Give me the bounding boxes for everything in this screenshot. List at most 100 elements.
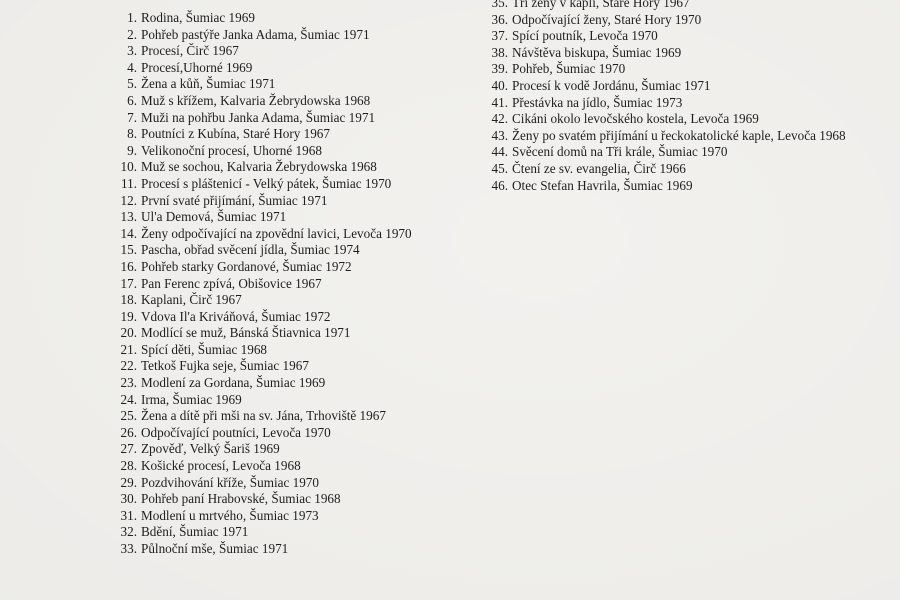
- item-caption: Kaplani, Čirč 1967: [141, 292, 242, 308]
- item-caption: Pascha, obřad svěcení jídla, Šumiac 1974: [141, 242, 360, 258]
- list-item: 28. Košické procesí, Levoča 1968: [113, 458, 412, 475]
- item-number: 40.: [491, 77, 508, 93]
- list-item: 27. Zpověď, Velký Šariš 1969: [113, 441, 412, 458]
- item-number: 21.: [120, 341, 137, 357]
- item-number: 9.: [127, 142, 137, 158]
- item-number: 26.: [120, 424, 137, 440]
- item-caption: Tetkoš Fujka seje, Šumiac 1967: [141, 358, 309, 374]
- item-caption: Čtení ze sv. evangelia, Čirč 1966: [512, 160, 686, 176]
- item-caption: Odpočívající ženy, Staré Hory 1970: [512, 11, 702, 27]
- item-number: 46.: [491, 177, 508, 193]
- list-item: 5. Žena a kůň, Šumiac 1971: [113, 76, 412, 93]
- item-number: 15.: [120, 242, 137, 258]
- list-item: 15. Pascha, obřad svěcení jídla, Šumiac 1…: [113, 242, 412, 259]
- item-number: 37.: [491, 28, 508, 44]
- photo-list-right: 35. Tři ženy v kapli, Staré Hory 1967 36. O…: [484, 0, 846, 194]
- item-number: 27.: [120, 441, 137, 457]
- item-number: 10.: [120, 159, 137, 175]
- item-number: 43.: [491, 127, 508, 143]
- list-item: 7. Muži na pohřbu Janka Adama, Šumiac 197…: [113, 110, 412, 127]
- item-number: 11.: [121, 175, 137, 191]
- list-item: 39. Pohřeb, Šumiac 1970: [484, 61, 846, 78]
- item-number: 2.: [127, 26, 137, 42]
- item-caption: Velikonoční procesí, Uhorné 1968: [141, 142, 322, 158]
- list-item: 18. Kaplani, Čirč 1967: [113, 292, 412, 309]
- item-number: 17.: [120, 275, 137, 291]
- item-caption: Ženy po svatém přijímání u řeckokatolick…: [512, 127, 846, 143]
- item-number: 25.: [120, 408, 137, 424]
- item-caption: Svěcení domů na Tři krále, Šumiac 1970: [512, 144, 728, 160]
- list-item: 14. Ženy odpočívající na zpovědní lavici,…: [113, 226, 412, 243]
- item-number: 36.: [491, 11, 508, 27]
- item-number: 1.: [127, 10, 137, 25]
- list-item: 24. Irma, Šumiac 1969: [113, 392, 412, 409]
- item-caption: Pohřeb starky Gordanové, Šumiac 1972: [141, 258, 352, 274]
- list-item: 8. Poutníci z Kubína, Staré Hory 1967: [113, 126, 412, 143]
- item-caption: Ul'a Demová, Šumiac 1971: [141, 209, 287, 225]
- item-number: 31.: [120, 507, 137, 523]
- list-item: 19. Vdova Il'a Kriváňová, Šumiac 1972: [113, 309, 412, 326]
- list-item: 44. Svěcení domů na Tři krále, Šumiac 197…: [484, 144, 846, 161]
- item-number: 42.: [491, 111, 508, 127]
- item-number: 13.: [120, 209, 137, 225]
- item-caption: Modlení u mrtvého, Šumiac 1973: [141, 507, 319, 523]
- item-number: 12.: [120, 192, 137, 208]
- item-number: 39.: [491, 61, 508, 77]
- item-caption: Ženy odpočívající na zpovědní lavici, Le…: [141, 225, 412, 241]
- item-caption: První svaté přijímání, Šumiac 1971: [141, 192, 328, 208]
- item-caption: Procesí, Čirč 1967: [141, 43, 239, 59]
- item-number: 19.: [120, 308, 137, 324]
- list-item: 25. Žena a dítě při mši na sv. Jána, Trho…: [113, 408, 412, 425]
- list-item: 2. Pohřeb pastýře Janka Adama, Šumiac 197…: [113, 27, 412, 44]
- list-item: 4. Procesí,Uhorné 1969: [113, 60, 412, 77]
- list-item: 33. Půlnoční mše, Šumiac 1971: [113, 541, 412, 558]
- list-item: 38. Návštěva biskupa, Šumiac 1969: [484, 45, 846, 62]
- item-caption: Pohřeb paní Hrabovské, Šumiac 1968: [141, 491, 341, 507]
- list-item: 17. Pan Ferenc zpívá, Obišovice 1967: [113, 276, 412, 293]
- item-number: 38.: [491, 44, 508, 60]
- list-item: 10. Muž se sochou, Kalvaria Žebrydowska 1…: [113, 159, 412, 176]
- list-item: 30. Pohřeb paní Hrabovské, Šumiac 1968: [113, 491, 412, 508]
- item-caption: Zpověď, Velký Šariš 1969: [141, 441, 280, 457]
- item-caption: Tři ženy v kapli, Staré Hory 1967: [512, 0, 690, 10]
- item-number: 33.: [120, 541, 137, 556]
- list-item: 9. Velikonoční procesí, Uhorné 1968: [113, 143, 412, 160]
- item-caption: Žena a kůň, Šumiac 1971: [141, 76, 276, 92]
- item-caption: Muž se sochou, Kalvaria Žebrydowska 1968: [141, 159, 377, 175]
- list-item: 16. Pohřeb starky Gordanové, Šumiac 1972: [113, 259, 412, 276]
- item-caption: Procesí s pláštenicí - Velký pátek, Šumi…: [141, 175, 392, 191]
- item-caption: Košické procesí, Levoča 1968: [141, 458, 301, 474]
- item-number: 6.: [127, 92, 137, 108]
- list-item: 32. Bdění, Šumiac 1971: [113, 524, 412, 541]
- item-caption: Návštěva biskupa, Šumiac 1969: [512, 44, 682, 60]
- list-item: 29. Pozdvihování kříže, Šumiac 1970: [113, 475, 412, 492]
- list-item: 13. Ul'a Demová, Šumiac 1971: [113, 209, 412, 226]
- item-caption: Pohřeb pastýře Janka Adama, Šumiac 1971: [141, 26, 370, 42]
- list-item: 35. Tři ženy v kapli, Staré Hory 1967: [484, 0, 846, 12]
- item-number: 44.: [491, 144, 508, 160]
- item-caption: Procesí k vodě Jordánu, Šumiac 1971: [512, 77, 711, 93]
- item-number: 28.: [120, 458, 137, 474]
- list-item: 40. Procesí k vodě Jordánu, Šumiac 1971: [484, 78, 846, 95]
- item-caption: Modlící se muž, Bánská Štiavnica 1971: [141, 325, 351, 341]
- list-item: 12. První svaté přijímání, Šumiac 1971: [113, 193, 412, 210]
- item-number: 32.: [120, 524, 137, 540]
- item-number: 23.: [120, 375, 137, 391]
- list-item: 43. Ženy po svatém přijímání u řeckokatol…: [484, 128, 846, 145]
- item-caption: Půlnoční mše, Šumiac 1971: [141, 541, 289, 556]
- list-item: 26. Odpočívající poutníci, Levoča 1970: [113, 425, 412, 442]
- item-number: 29.: [120, 474, 137, 490]
- item-number: 5.: [127, 76, 137, 92]
- item-number: 4.: [127, 59, 137, 75]
- photo-list-left: 1. Rodina, Šumiac 1969 2. Pohřeb pastýře Ja…: [113, 10, 412, 558]
- list-item: 45. Čtení ze sv. evangelia, Čirč 1966: [484, 161, 846, 178]
- list-item: 31. Modlení u mrtvého, Šumiac 1973: [113, 508, 412, 525]
- item-number: 35.: [491, 0, 508, 10]
- item-caption: Pohřeb, Šumiac 1970: [512, 61, 626, 77]
- item-caption: Poutníci z Kubína, Staré Hory 1967: [141, 126, 330, 142]
- list-item: 37. Spící poutník, Levoča 1970: [484, 28, 846, 45]
- item-caption: Bdění, Šumiac 1971: [141, 524, 249, 540]
- item-number: 7.: [127, 109, 137, 125]
- list-item: 22. Tetkoš Fujka seje, Šumiac 1967: [113, 358, 412, 375]
- item-caption: Pan Ferenc zpívá, Obišovice 1967: [141, 275, 322, 291]
